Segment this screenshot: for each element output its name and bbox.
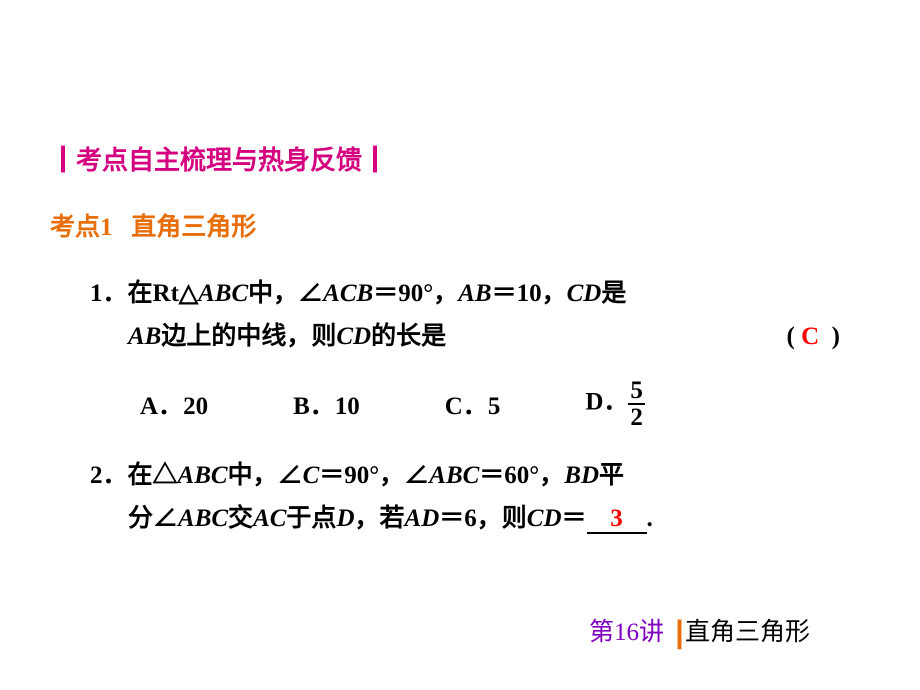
problem-1: 1．在Rt△ABC中，∠ACB＝90°，AB＝10，CD是 — [50, 273, 870, 316]
q1-cd2: CD — [336, 323, 371, 350]
q2-number: 2． — [90, 455, 128, 498]
footer-bar: ┃ — [672, 620, 677, 650]
opt-c-val: 5 — [488, 393, 501, 420]
header-bar-right: ┃ — [362, 146, 388, 175]
q1-t5: 是 — [601, 280, 626, 307]
q1-t2: 中，∠ — [248, 280, 323, 307]
q2-l2e: 于点 — [286, 505, 336, 532]
option-b: B．10 — [293, 386, 360, 422]
option-c: C．5 — [445, 386, 501, 422]
header-text: 考点自主梳理与热身反馈 — [76, 146, 362, 175]
q2-bd: BD — [564, 462, 599, 489]
topic-title: 直角三角形 — [131, 214, 256, 241]
q2-ad: AD — [405, 505, 440, 532]
q2-t4: ＝60°， — [479, 462, 564, 489]
opt-b-label: B． — [293, 393, 335, 420]
opt-a-val: 20 — [183, 393, 208, 420]
q2-l2k: ＝ — [562, 505, 587, 532]
q1-t1: 在Rt△ — [128, 280, 199, 307]
opt-a-label: A． — [140, 393, 183, 420]
option-a: A．20 — [140, 386, 208, 422]
footer-title: 直角三角形 — [685, 619, 810, 646]
q1-answer-paren: ( C ) — [787, 316, 840, 359]
problem-2: 2．在△ABC中，∠C＝90°，∠ABC＝60°，BD平 — [50, 455, 870, 498]
q1-options: A．20 B．10 C．5 D．52 — [50, 378, 870, 430]
q1-t3: ＝90°， — [373, 280, 458, 307]
opt-d-label: D． — [585, 389, 628, 416]
frac-num: 5 — [628, 378, 645, 405]
q2-t3: ＝90°，∠ — [319, 462, 429, 489]
q2-l2g: ，若 — [355, 505, 405, 532]
q1-t4: ＝10， — [492, 280, 567, 307]
footer: 第16讲 ┃ 直角三角形 — [589, 612, 810, 650]
header-bar-left: ┃ — [50, 146, 76, 175]
q2-t2: 中，∠ — [228, 462, 303, 489]
q2-l2a: 分∠ — [128, 505, 178, 532]
section-header: ┃考点自主梳理与热身反馈┃ — [50, 140, 870, 177]
problem-2-line2: 分∠ABC交AC于点D，若AD＝6，则CD＝3. — [50, 498, 870, 541]
q2-period: . — [647, 505, 653, 532]
q2-l2i: ＝6，则 — [439, 505, 527, 532]
q1-number: 1． — [90, 273, 128, 316]
q1-acb: ACB — [323, 280, 373, 307]
q1-ab2: AB — [128, 323, 161, 350]
q2-t1: 在△ — [128, 462, 178, 489]
q1-l2d: 的长是 — [371, 323, 446, 350]
q2-abc3: ABC — [178, 505, 228, 532]
paren-open: ( — [787, 323, 795, 350]
q2-abc2: ABC — [429, 462, 479, 489]
q2-abc: ABC — [178, 462, 228, 489]
q2-c: C — [303, 462, 320, 489]
option-d: D．52 — [585, 378, 645, 430]
paren-close: ) — [832, 323, 840, 350]
opt-b-val: 10 — [335, 393, 360, 420]
q2-answer-blank: 3 — [587, 505, 647, 535]
slide-content: ┃考点自主梳理与热身反馈┃ 考点1 直角三角形 1．在Rt△ABC中，∠ACB＝… — [0, 0, 920, 540]
problem-1-line2: AB边上的中线，则CD的长是 ( C ) — [50, 316, 870, 359]
topic-line: 考点1 直角三角形 — [50, 207, 870, 243]
q1-l2b: 边上的中线，则 — [161, 323, 336, 350]
opt-d-fraction: 52 — [628, 378, 645, 430]
opt-c-label: C． — [445, 393, 488, 420]
q2-l2c: 交 — [228, 505, 253, 532]
q1-ab: AB — [458, 280, 491, 307]
q2-d: D — [336, 505, 354, 532]
q2-ac: AC — [253, 505, 286, 532]
frac-den: 2 — [628, 405, 645, 430]
q1-cd: CD — [567, 280, 602, 307]
footer-lecture: 第16讲 — [589, 619, 664, 646]
q1-abc: ABC — [198, 280, 248, 307]
q2-cd: CD — [527, 505, 562, 532]
q1-answer: C — [801, 323, 819, 350]
q2-t5: 平 — [599, 462, 624, 489]
topic-label: 考点1 — [50, 214, 113, 241]
